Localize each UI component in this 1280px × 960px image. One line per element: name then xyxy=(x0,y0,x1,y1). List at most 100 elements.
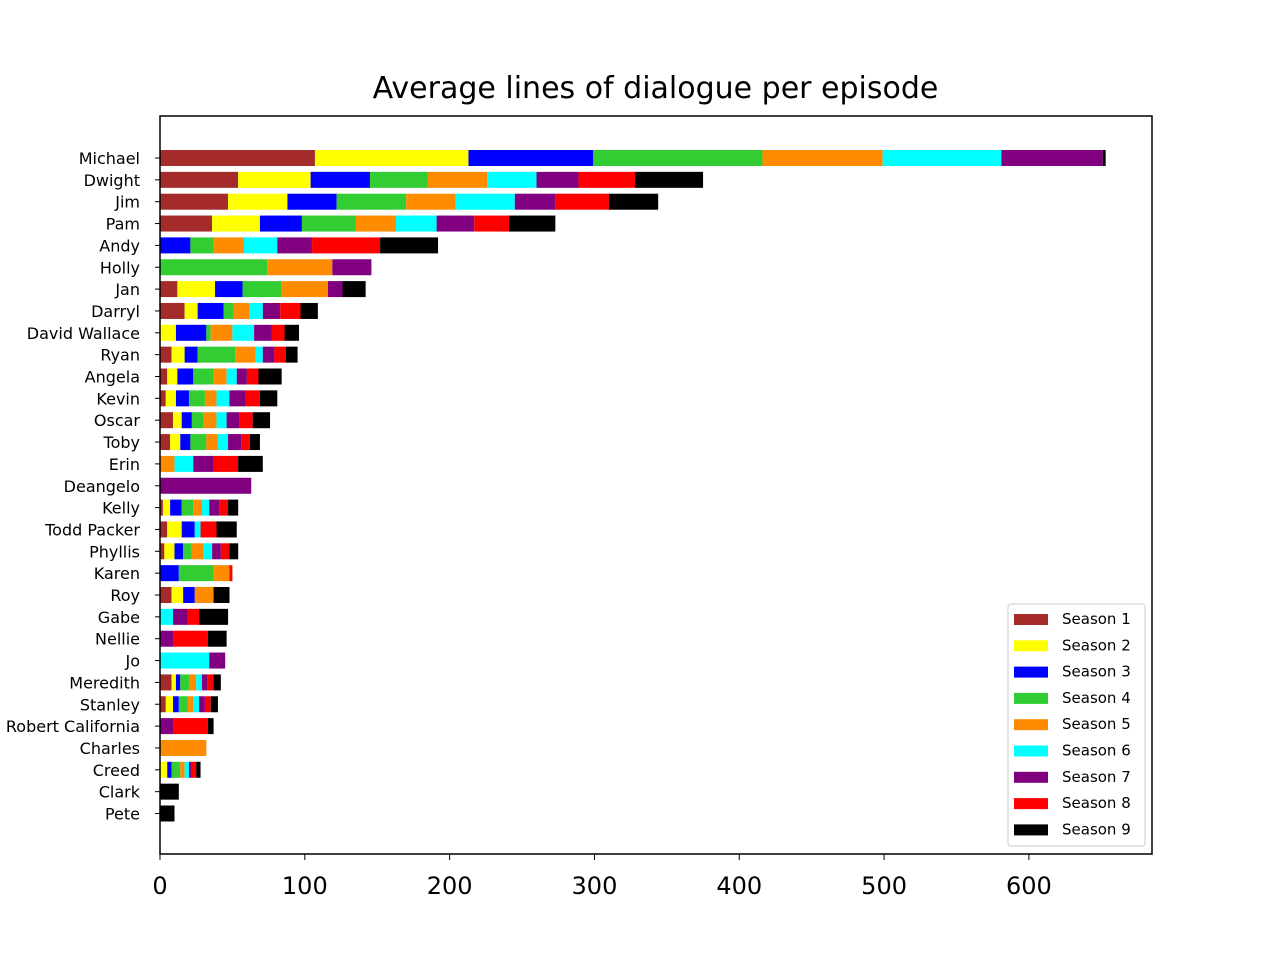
bar-angela-season-6 xyxy=(226,368,237,385)
bar-toby-season-2 xyxy=(170,434,181,451)
bar-kelly-season-8 xyxy=(219,499,229,516)
bar-meredith-season-3 xyxy=(175,674,181,691)
y-tick-label: Kevin xyxy=(96,389,140,408)
y-tick-label: Pete xyxy=(105,805,140,824)
bar-jim-season-1 xyxy=(160,193,229,210)
legend-swatch-season-6 xyxy=(1014,745,1048,757)
y-tick-label: David Wallace xyxy=(27,324,140,343)
bar-creed-season-2 xyxy=(160,761,168,778)
bar-toby-season-6 xyxy=(217,434,229,451)
y-tick-label: Darryl xyxy=(91,302,140,321)
bar-holly-season-5 xyxy=(267,259,333,276)
bar-angela-season-9 xyxy=(258,368,282,385)
legend-label-season-8: Season 8 xyxy=(1062,794,1131,812)
bar-michael-season-7 xyxy=(1001,150,1103,166)
bar-andy-season-5 xyxy=(213,237,244,254)
bar-nellie-season-8 xyxy=(173,630,208,647)
bar-michael-season-5 xyxy=(762,150,883,166)
x-tick-label: 300 xyxy=(572,872,618,900)
bar-oscar-season-4 xyxy=(191,412,204,429)
bar-kevin-season-2 xyxy=(165,390,176,407)
bar-dwight-season-3 xyxy=(310,171,370,188)
bar-pam-season-8 xyxy=(474,215,510,232)
bar-nellie-season-9 xyxy=(207,630,227,647)
bar-ryan-season-4 xyxy=(197,346,236,363)
y-tick-label: Dwight xyxy=(84,171,140,190)
bar-jan-season-9 xyxy=(342,281,366,298)
bar-holly-season-4 xyxy=(160,259,268,276)
bar-phyllis-season-1 xyxy=(160,543,165,560)
bar-creed-season-5 xyxy=(180,761,185,778)
bar-michael-season-9 xyxy=(1102,150,1106,166)
bar-michael-season-2 xyxy=(314,150,469,166)
bar-stanley-season-3 xyxy=(173,696,179,713)
bar-stanley-season-8 xyxy=(204,696,211,713)
legend-label-season-2: Season 2 xyxy=(1062,636,1131,654)
x-axis: 0 100 200 300 400 500 600 xyxy=(152,854,1052,900)
bar-stanley-season-4 xyxy=(178,696,188,713)
bar-darryl-season-1 xyxy=(160,302,185,319)
bar-darryl-season-4 xyxy=(223,302,234,319)
legend-swatch-season-4 xyxy=(1014,692,1048,704)
bar-kevin-season-5 xyxy=(204,390,217,407)
bar-todd-packer-season-3 xyxy=(181,521,195,538)
bar-jan-season-3 xyxy=(215,281,243,298)
bar-todd-packer-season-6 xyxy=(194,521,201,538)
y-tick-label: Creed xyxy=(93,761,140,780)
bar-pam-season-2 xyxy=(212,215,260,232)
legend-box xyxy=(1007,603,1146,847)
bar-oscar-season-2 xyxy=(173,412,182,429)
y-tick-label: Oscar xyxy=(94,411,141,430)
bar-kelly-season-9 xyxy=(228,499,239,516)
bar-dwight-season-2 xyxy=(238,171,311,188)
chart-title: Average lines of dialogue per episode xyxy=(373,71,939,106)
bar-pam-season-3 xyxy=(259,215,302,232)
bar-kelly-season-7 xyxy=(209,499,220,516)
bar-phyllis-season-5 xyxy=(191,543,204,560)
bar-karen-season-4 xyxy=(178,565,214,582)
bar-darryl-season-9 xyxy=(300,302,318,319)
bar-dwight-season-9 xyxy=(635,171,704,188)
bar-angela-season-4 xyxy=(193,368,214,385)
bar-deangelo-season-7 xyxy=(160,477,252,494)
bar-erin-season-8 xyxy=(213,455,239,472)
y-tick-label: Ryan xyxy=(100,346,140,365)
bar-charles-season-5 xyxy=(160,739,207,756)
legend-label-season-5: Season 5 xyxy=(1062,715,1131,733)
bar-pam-season-7 xyxy=(436,215,475,232)
bar-pam-season-9 xyxy=(509,215,556,232)
bar-oscar-season-9 xyxy=(252,412,271,429)
bar-darryl-season-6 xyxy=(249,302,263,319)
y-tick-label: Kelly xyxy=(102,499,140,518)
bar-phyllis-season-6 xyxy=(203,543,213,560)
bar-david-wallace-season-7 xyxy=(254,324,272,341)
bar-toby-season-5 xyxy=(206,434,218,451)
bar-meredith-season-1 xyxy=(160,674,172,691)
bar-pete-season-9 xyxy=(160,805,175,822)
bar-phyllis-season-8 xyxy=(220,543,230,560)
legend-swatch-season-3 xyxy=(1014,666,1048,678)
bar-darryl-season-3 xyxy=(197,302,224,319)
bar-ryan-season-8 xyxy=(274,346,286,363)
y-tick-label: Phyllis xyxy=(89,542,140,561)
bar-karen-season-5 xyxy=(213,565,230,582)
bar-oscar-season-6 xyxy=(216,412,227,429)
bar-jan-season-2 xyxy=(177,281,216,298)
bar-andy-season-9 xyxy=(380,237,439,254)
bar-angela-season-2 xyxy=(167,368,178,385)
bar-dwight-season-4 xyxy=(369,171,428,188)
bar-gabe-season-6 xyxy=(160,608,174,625)
bar-creed-season-7 xyxy=(188,761,192,778)
bar-jan-season-4 xyxy=(242,281,282,298)
x-tick-label: 500 xyxy=(861,872,907,900)
bar-oscar-season-8 xyxy=(239,412,253,429)
bars-layer xyxy=(160,150,1106,822)
bar-ryan-season-2 xyxy=(171,346,185,363)
bar-jim-season-2 xyxy=(228,193,288,210)
bar-dwight-season-8 xyxy=(578,171,636,188)
bar-stanley-season-7 xyxy=(199,696,205,713)
legend-label-season-7: Season 7 xyxy=(1062,768,1131,786)
bar-clark-season-9 xyxy=(160,783,179,800)
legend-swatch-season-8 xyxy=(1014,798,1048,810)
